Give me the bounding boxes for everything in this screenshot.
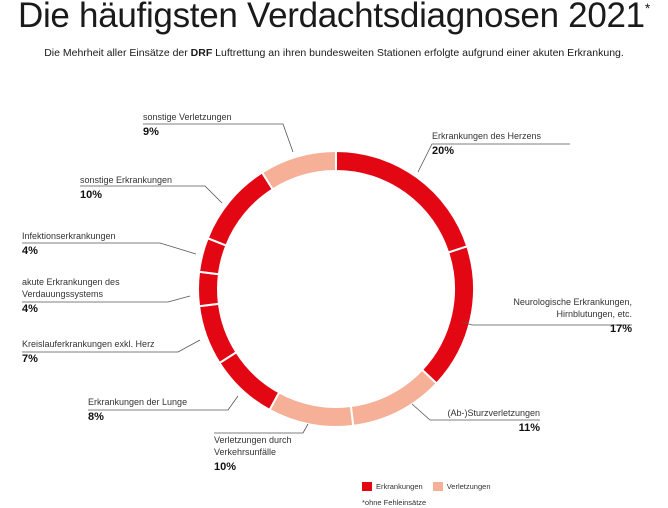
title-footnote-mark: * [644,0,650,16]
legend-swatch-verletzungen [432,482,443,491]
donut-segment [420,245,475,385]
title-text: Die häufigsten Verdachtsdiagnosen 2021 [17,0,645,35]
value-label: 10% [80,189,103,201]
category-label: akute Erkrankungen des Verdauungssystems 4… [22,276,192,315]
legend: Erkrankungen Verletzungen [362,482,491,491]
category-label: Erkrankungen des Herzens 20% [432,130,582,157]
category-label: Erkrankungen der Lunge 8% [88,396,238,423]
category-label: Verletzungen durch Verkehrsunfälle 10% [214,434,344,473]
subtitle-post: Luftrettung an ihren bundesweiten Statio… [212,47,624,59]
legend-swatch-erkrankungen [362,482,372,491]
category-name: Infektionserkrankungen [22,231,116,241]
value-label: 8% [88,411,104,423]
category-label: Kreislauferkrankungen exkl. Herz 7% [22,338,192,365]
leader-line [88,395,239,411]
leader-line [214,423,309,434]
category-label: sonstige Erkrankungen 10% [80,174,230,201]
leader-line [417,143,570,173]
donut-segment [197,302,238,365]
donut-segment [335,149,469,254]
category-name: Verletzungen durch Verkehrsunfälle [214,435,292,457]
value-label: 4% [22,303,38,315]
category-name: Erkrankungen des Herzens [432,131,542,141]
subtitle-pre: Die Mehrheit aller Einsätze der [44,47,191,59]
value-label: 11% [518,422,540,434]
category-label: Neurologische Erkrankungen, Hirnblutungen… [470,296,632,335]
donut-segment [260,149,337,191]
chart-title: Die häufigsten Verdachtsdiagnosen 2021* [0,0,668,36]
subtitle-bold: DRF [190,47,213,59]
category-name: akute Erkrankungen des Verdauungssystems [22,277,120,299]
value-label: 4% [22,245,38,257]
category-name: Kreislauferkrankungen exkl. Herz [22,339,155,349]
category-label: sonstige Verletzungen 9% [143,111,293,138]
category-name: sonstige Verletzungen [143,112,232,122]
chart-subtitle: Die Mehrheit aller Einsätze der DRF Luft… [0,47,668,59]
value-label: 17% [609,323,632,335]
donut-segment [268,391,355,428]
value-label: 9% [143,126,159,138]
value-label: 7% [22,353,38,365]
leader-line [22,242,197,255]
leader-line [461,321,632,326]
value-label: 20% [432,145,455,157]
leader-line [80,185,223,204]
category-name: Neurologische Erkrankungen, Hirnblutungen… [513,297,632,319]
legend-label-verletzungen: Verletzungen [446,482,491,491]
leader-line [22,295,191,303]
category-label: Infektionserkrankungen 4% [22,230,172,257]
category-name: (Ab-)Sturzverletzungen [447,408,540,418]
category-name: Erkrankungen der Lunge [88,397,188,407]
leader-line [143,123,294,153]
footnote: *ohne Fehleinsätze [362,498,427,507]
category-label: (Ab-)Sturzverletzungen 11% [390,407,540,434]
leader-line [411,403,540,421]
donut-segment [197,270,221,308]
value-label: 10% [214,461,237,473]
category-name: sonstige Erkrankungen [80,175,173,185]
legend-label-erkrankungen: Erkrankungen [376,482,423,491]
leader-line [22,339,201,353]
